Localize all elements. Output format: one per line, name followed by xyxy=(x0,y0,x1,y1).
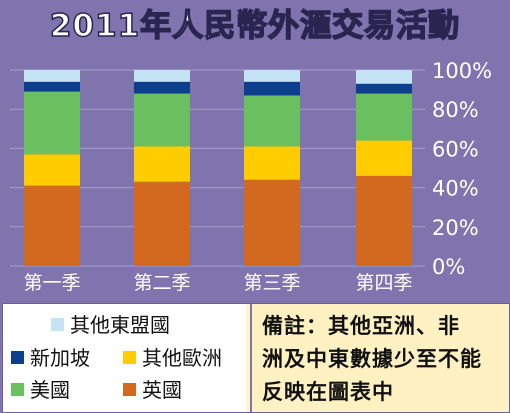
x-tick-label: 第二季 xyxy=(133,272,190,294)
bar-segment xyxy=(24,185,80,266)
bar-segment xyxy=(24,81,80,92)
legend-item-other-europe: 其他歐洲 xyxy=(123,345,222,371)
y-tick-label: 100% xyxy=(432,59,492,83)
legend-label: 其他歐洲 xyxy=(142,346,222,370)
bar-segment xyxy=(24,91,80,155)
bar-segment xyxy=(134,93,190,147)
legend-swatch xyxy=(123,383,136,396)
bar-segment xyxy=(356,175,412,266)
legend: 其他東盟國 新加坡 其他歐洲 美國 英國 xyxy=(3,304,246,412)
legend-swatch xyxy=(123,351,136,364)
chart-title: 2011年人民幣外滙交易活動 xyxy=(49,7,461,45)
stacked-bar-chart: 0% 20% 40% 60% 80% 100% 第一季 第二季 第三季 第四季 xyxy=(10,59,492,294)
y-tick-label: 80% xyxy=(432,98,479,122)
y-tick-label: 0% xyxy=(432,255,465,279)
legend-swatch xyxy=(11,351,24,364)
bars xyxy=(24,70,412,266)
footnote-line: 洲及中東數據少至不能 xyxy=(262,347,482,371)
x-tick-label: 第一季 xyxy=(23,272,80,294)
legend-item-uk: 英國 xyxy=(123,377,182,403)
legend-swatch xyxy=(11,383,24,396)
x-axis: 第一季 第二季 第三季 第四季 xyxy=(23,272,412,294)
y-axis: 0% 20% 40% 60% 80% 100% xyxy=(432,59,492,279)
footnote-line: 反映在圖表中 xyxy=(262,380,394,404)
bar-segment xyxy=(244,70,300,82)
bar-segment xyxy=(24,70,80,82)
bar-segment xyxy=(134,70,190,82)
legend-label: 英國 xyxy=(142,378,182,402)
y-tick-label: 40% xyxy=(432,177,479,201)
bar-segment xyxy=(356,83,412,94)
bar-segment xyxy=(134,146,190,182)
footnote-line: 備註：其他亞洲、非 xyxy=(262,314,460,338)
bar-segment xyxy=(244,81,300,96)
legend-label: 新加坡 xyxy=(30,346,90,370)
legend-label: 其他東盟國 xyxy=(70,313,170,337)
y-tick-label: 60% xyxy=(432,137,479,161)
x-tick-label: 第三季 xyxy=(243,272,300,294)
legend-swatch xyxy=(51,318,64,331)
bar-segment xyxy=(134,81,190,94)
legend-item-usa: 美國 xyxy=(11,377,70,403)
bar-segment xyxy=(356,93,412,141)
bar-segment xyxy=(356,70,412,84)
bar-segment xyxy=(356,140,412,176)
footnote: 備註：其他亞洲、非 洲及中東數據少至不能 反映在圖表中 xyxy=(250,304,509,412)
x-tick-label: 第四季 xyxy=(355,272,412,294)
legend-item-other-asean: 其他東盟國 xyxy=(51,312,170,338)
bar-segment xyxy=(24,154,80,186)
legend-label: 美國 xyxy=(30,378,70,402)
bar-segment xyxy=(244,95,300,147)
bar-segment xyxy=(244,146,300,180)
bar-segment xyxy=(244,179,300,266)
y-tick-label: 20% xyxy=(432,216,479,240)
bar-segment xyxy=(134,181,190,266)
footer-panel: 其他東盟國 新加坡 其他歐洲 美國 英國 備註：其他亞洲、非 洲及中東數據少至不… xyxy=(2,303,510,413)
legend-item-singapore: 新加坡 xyxy=(11,345,90,371)
